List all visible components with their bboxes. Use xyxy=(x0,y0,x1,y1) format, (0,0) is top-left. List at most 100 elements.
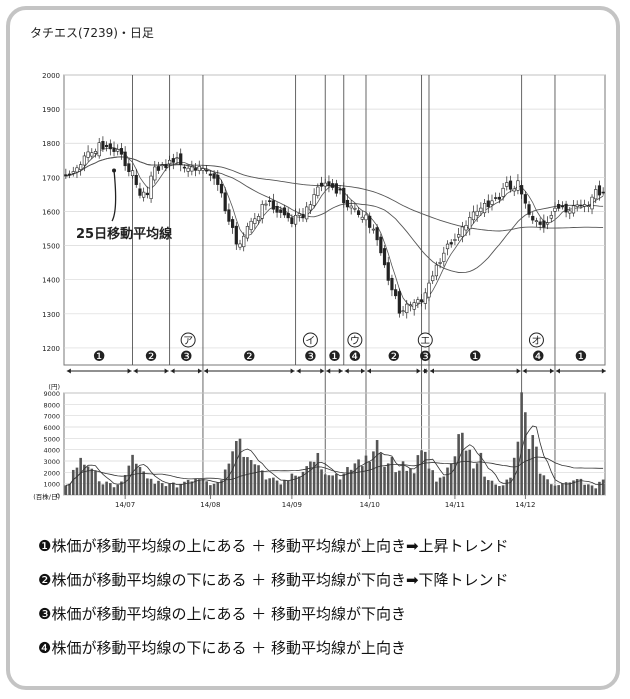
volume-bar xyxy=(79,457,82,495)
price-tick-label: 1400 xyxy=(42,277,60,285)
volume-bar xyxy=(401,461,405,495)
phase-label: ❶ xyxy=(469,349,482,365)
candle-body xyxy=(364,214,368,221)
volume-bar xyxy=(179,483,183,495)
candle-body xyxy=(460,226,464,237)
phase-arrowhead xyxy=(601,368,606,374)
candle-body xyxy=(457,234,461,238)
candle-body xyxy=(160,164,164,167)
phase-arrowhead xyxy=(416,368,421,374)
volume-bar xyxy=(390,457,394,495)
volume-bar xyxy=(301,471,305,495)
volume-bar xyxy=(94,470,97,495)
volume-bar xyxy=(423,451,427,495)
candle-body xyxy=(127,163,131,173)
volume-bar xyxy=(71,469,75,495)
volume-bar xyxy=(183,481,186,495)
candle-body xyxy=(201,168,205,171)
volume-bar xyxy=(335,473,338,495)
candle-body xyxy=(345,199,350,208)
volume-bar xyxy=(220,480,223,495)
volume-bar xyxy=(134,463,138,495)
candle-body xyxy=(449,242,453,245)
volume-bar xyxy=(549,484,553,495)
candle-body xyxy=(64,174,68,177)
volume-bar xyxy=(538,473,542,495)
volume-bar xyxy=(598,481,601,495)
candle-body xyxy=(579,204,583,207)
legend-item-3: ❸株価が移動平均線の上にある ＋ 移動平均線が下向き xyxy=(38,604,406,624)
candle-body xyxy=(130,170,135,177)
candle-body xyxy=(134,174,138,185)
candle-body xyxy=(542,220,546,228)
volume-bar xyxy=(535,446,538,495)
x-tick-label: 14/10 xyxy=(360,501,380,509)
marker-circle xyxy=(528,332,544,348)
candle-body xyxy=(231,219,235,228)
candle-body xyxy=(442,252,446,262)
volume-bar xyxy=(409,468,412,495)
candle-body xyxy=(516,180,520,191)
price-tick-label: 1900 xyxy=(42,106,60,114)
volume-bar xyxy=(127,465,131,495)
marker-label: ウ xyxy=(350,335,360,347)
annotation-pointer xyxy=(111,170,117,222)
candle-body xyxy=(305,206,309,220)
phase-arrowhead xyxy=(290,368,295,374)
legend-item-2: ❷株価が移動平均線の下にある ＋ 移動平均線が下向き➡下降トレンド xyxy=(38,570,509,590)
candle-body xyxy=(564,203,568,213)
candle-body xyxy=(386,262,390,281)
candle-body xyxy=(382,248,387,266)
volume-bar xyxy=(131,454,134,495)
volume-bar xyxy=(442,476,446,495)
phase-arrowhead xyxy=(555,368,560,374)
candle-body xyxy=(282,207,287,216)
volume-bar xyxy=(494,484,497,495)
candle-body xyxy=(260,204,264,219)
candle-body xyxy=(190,166,194,172)
candle-body xyxy=(497,196,501,200)
phase-arrowhead xyxy=(522,368,527,374)
marker-circle xyxy=(347,332,363,348)
volume-bar xyxy=(109,483,112,495)
candle-body xyxy=(553,207,557,212)
volume-tick-label: 1000 xyxy=(43,481,60,489)
volume-bar xyxy=(564,482,568,495)
volume-bar xyxy=(290,473,294,495)
legend-item-1: ❶株価が移動平均線の上にある ＋ 移動平均線が上向き➡上昇トレンド xyxy=(38,536,509,556)
volume-bar xyxy=(364,455,368,495)
volume-bar xyxy=(101,484,105,495)
volume-bar xyxy=(601,479,605,495)
volume-bar xyxy=(242,456,246,495)
legend-number: ❸ xyxy=(38,605,52,623)
volume-bar xyxy=(498,486,501,495)
candle-body xyxy=(571,205,576,214)
volume-bar xyxy=(164,486,168,495)
candle-body xyxy=(216,174,220,185)
candle-body xyxy=(338,188,342,191)
candle-body xyxy=(138,188,142,196)
candle-body xyxy=(586,205,590,207)
candle-body xyxy=(416,299,420,304)
marker-label: ア xyxy=(183,336,193,347)
volume-bar xyxy=(275,480,279,495)
volume-bar xyxy=(264,479,268,495)
candle-body xyxy=(108,143,112,150)
candle-body xyxy=(494,197,498,199)
candle-body xyxy=(82,155,86,166)
phase-arrowhead xyxy=(516,368,521,374)
candle-body xyxy=(568,210,572,214)
volume-bar xyxy=(412,473,416,495)
candle-body xyxy=(523,194,527,204)
volume-bar xyxy=(305,466,309,495)
candle-body xyxy=(164,164,168,168)
candle-body xyxy=(186,167,190,172)
candle-body xyxy=(394,289,398,297)
volume-bar xyxy=(153,483,157,495)
candle-body xyxy=(575,204,579,207)
candle-body xyxy=(594,189,598,200)
candle-body xyxy=(290,217,294,224)
volume-bar xyxy=(231,451,234,495)
candle-body xyxy=(408,304,413,307)
phase-label: ❶ xyxy=(328,349,341,365)
